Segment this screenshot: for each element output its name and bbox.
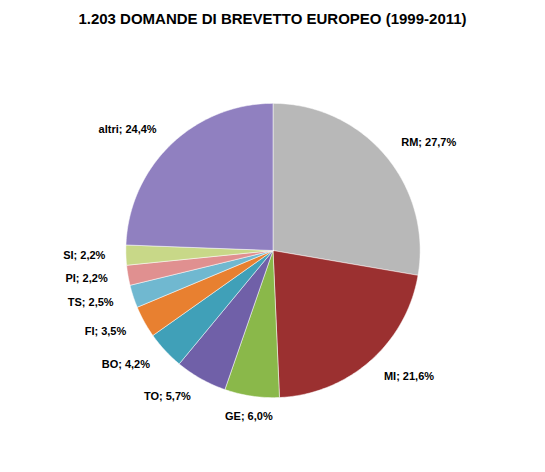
svg-text:SI; 2,2%: SI; 2,2% [63,249,105,261]
html-text:1.203 DOMANDE DI BREVETTO EURO: 1.203 DOMANDE DI BREVETTO EUROPEO (1999-… [78,10,467,27]
svg-text:FI; 3,5%: FI; 3,5% [85,325,127,337]
svg-text:altri; 24,4%: altri; 24,4% [99,123,157,135]
svg-text:GE; 6,0%: GE; 6,0% [225,410,273,422]
svg-text:TO; 5,7%: TO; 5,7% [144,390,191,402]
svg-text:RM; 27,7%: RM; 27,7% [401,136,456,148]
svg-text:MI; 21,6%: MI; 21,6% [384,370,434,382]
svg-text:BO; 4,2%: BO; 4,2% [102,358,151,370]
svg-text:TS; 2,5%: TS; 2,5% [68,296,114,308]
svg-text:PI; 2,2%: PI; 2,2% [65,272,107,284]
